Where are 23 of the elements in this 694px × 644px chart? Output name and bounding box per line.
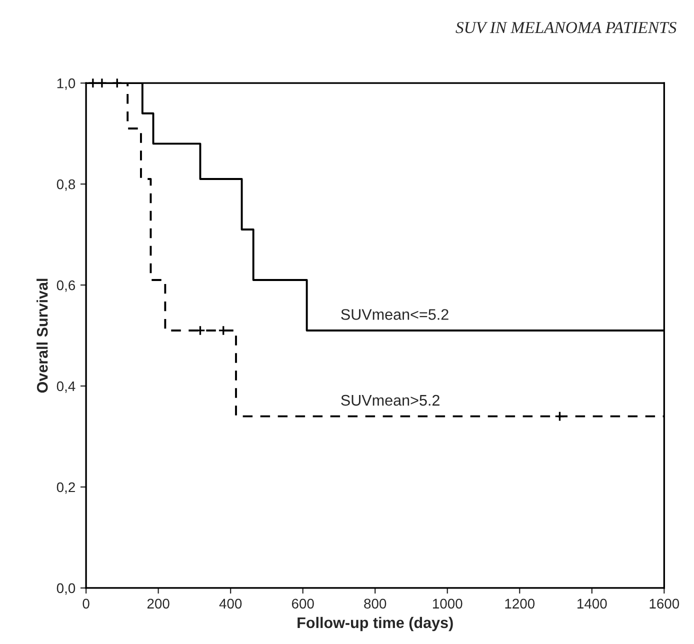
- series-label: SUVmean<=5.2: [341, 309, 448, 320]
- x-tick-label: 200: [147, 598, 170, 609]
- x-tick-label: 1200: [505, 598, 535, 609]
- x-tick-label: 800: [364, 598, 386, 609]
- x-tick-label: 0: [82, 598, 90, 609]
- x-tick-label: 400: [219, 598, 242, 609]
- x-axis-title: Follow-up time (days): [298, 616, 453, 632]
- x-tick-label: 600: [292, 598, 314, 609]
- series-label: SUVmean>5.2: [341, 394, 440, 406]
- y-axis-title: Overall Survival: [36, 278, 48, 393]
- y-tick-label: 0,6: [56, 280, 76, 292]
- chart-title: SUV IN MELANOMA PATIENTS: [456, 22, 676, 34]
- x-tick-label: 1400: [578, 598, 607, 609]
- point: [96, 78, 108, 88]
- y-tick-label: 0,0: [56, 583, 76, 595]
- point: [554, 411, 565, 422]
- y-tick-label: 0,2: [56, 482, 75, 494]
- x-tick-label: 1000: [432, 598, 462, 609]
- y-tick-label: 0,8: [56, 179, 76, 191]
- y-tick-label: 0,4: [56, 381, 76, 393]
- point: [112, 78, 122, 88]
- x-tick-label: 1600: [650, 598, 680, 609]
- y-tick-label: 1,0: [57, 78, 76, 90]
